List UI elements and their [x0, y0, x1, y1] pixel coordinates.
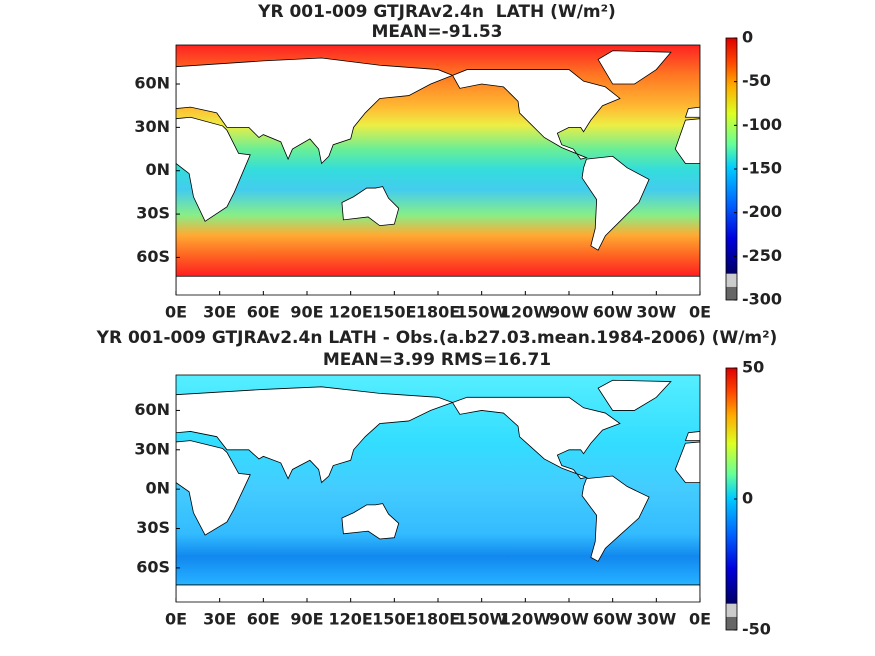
- x-tick-label: 150E: [372, 610, 416, 629]
- x-tick-label: 30E: [203, 610, 236, 629]
- y-tick-label: 0N: [145, 160, 170, 179]
- land: [684, 106, 700, 118]
- colorbar-tick-label: -150: [742, 159, 782, 178]
- land: [451, 396, 621, 480]
- land: [597, 379, 672, 411]
- x-tick-label: 120E: [329, 610, 373, 629]
- y-tick-label: 60N: [134, 74, 170, 93]
- land: [176, 440, 251, 536]
- map: [176, 45, 700, 295]
- land: [451, 69, 621, 160]
- land: [176, 116, 251, 222]
- y-tick-label: 30N: [134, 117, 170, 136]
- x-tick-label: 120E: [329, 303, 373, 322]
- land: [597, 50, 672, 85]
- panel-title: YR 001-009 GTJRAv2.4n LATH (W/m²): [257, 2, 616, 22]
- colorbar-tick-label: -50: [742, 71, 771, 90]
- colorbar-tick-label: 0: [742, 28, 753, 47]
- colorbar: [726, 38, 737, 274]
- land: [176, 386, 454, 484]
- x-tick-label: 0E: [165, 303, 187, 322]
- y-tick-label: 60S: [136, 557, 170, 576]
- land: [341, 186, 400, 227]
- land: [581, 155, 650, 251]
- x-tick-label: 150W: [456, 610, 507, 629]
- y-tick-label: 30S: [136, 518, 170, 537]
- colorbar-tick-label: 50: [742, 358, 764, 377]
- x-tick-label: 180E: [416, 610, 460, 629]
- colorbar: [726, 368, 737, 604]
- land: [341, 503, 400, 540]
- land: [176, 57, 454, 165]
- panel-subtitle: MEAN=-91.53: [372, 22, 503, 42]
- colorbar-under: [726, 286, 737, 300]
- x-tick-label: 30E: [203, 303, 236, 322]
- y-tick-label: 30N: [134, 439, 170, 458]
- land: [684, 431, 700, 442]
- x-tick-label: 0E: [165, 610, 187, 629]
- colorbar-tick-label: -250: [742, 246, 782, 265]
- panel-title: YR 001-009 GTJRAv2.4n LATH - Obs.(a.b27.…: [96, 328, 778, 348]
- x-tick-label: 0E: [689, 303, 711, 322]
- y-tick-label: 60S: [136, 247, 170, 266]
- x-tick-label: 30W: [636, 303, 676, 322]
- colorbar-tick-label: -300: [742, 290, 782, 309]
- panel-subtitle: MEAN=3.99 RMS=16.71: [323, 350, 551, 370]
- x-tick-label: 90W: [549, 303, 589, 322]
- land: [674, 118, 700, 164]
- land: [581, 475, 650, 562]
- x-tick-label: 90E: [290, 610, 323, 629]
- x-tick-label: 120W: [500, 303, 551, 322]
- map: [176, 375, 700, 602]
- x-tick-label: 150E: [372, 303, 416, 322]
- y-tick-label: 30S: [136, 204, 170, 223]
- colorbar-under: [726, 603, 737, 617]
- x-tick-label: 30W: [636, 610, 676, 629]
- land: [176, 275, 700, 295]
- x-tick-label: 60E: [247, 610, 280, 629]
- x-tick-label: 60E: [247, 303, 280, 322]
- x-tick-label: 120W: [500, 610, 551, 629]
- land: [176, 584, 700, 602]
- land: [674, 441, 700, 483]
- colorbar-tick-label: -200: [742, 202, 782, 221]
- colorbar-tick-label: -100: [742, 115, 782, 134]
- x-tick-label: 60W: [593, 303, 633, 322]
- y-tick-label: 60N: [134, 400, 170, 419]
- colorbar-under: [726, 616, 737, 630]
- x-tick-label: 90E: [290, 303, 323, 322]
- colorbar-tick-label: -50: [742, 620, 771, 639]
- x-tick-label: 60W: [593, 610, 633, 629]
- x-tick-label: 0E: [689, 610, 711, 629]
- x-tick-label: 90W: [549, 610, 589, 629]
- x-tick-label: 180E: [416, 303, 460, 322]
- colorbar-under: [726, 273, 737, 287]
- y-tick-label: 0N: [145, 479, 170, 498]
- colorbar-tick-label: 0: [742, 489, 753, 508]
- x-tick-label: 150W: [456, 303, 507, 322]
